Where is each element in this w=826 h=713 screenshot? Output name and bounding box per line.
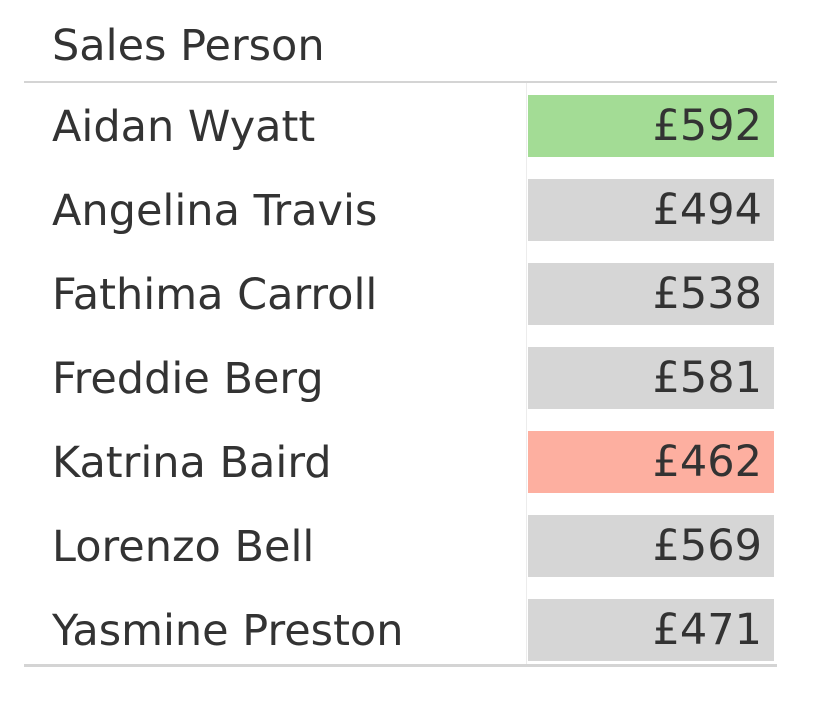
sales-value-cell: £581 xyxy=(528,347,774,409)
sales-person-name: Fathima Carroll xyxy=(52,270,378,320)
header-divider xyxy=(24,81,777,83)
sales-value-cell: £471 xyxy=(528,599,774,661)
table-row: Freddie Berg £581 xyxy=(0,336,826,420)
sales-person-name: Freddie Berg xyxy=(52,354,324,404)
sales-person-name: Angelina Travis xyxy=(52,186,378,236)
sales-person-name: Katrina Baird xyxy=(52,438,332,488)
sales-person-name: Lorenzo Bell xyxy=(52,522,315,572)
table-row: Lorenzo Bell £569 xyxy=(0,504,826,588)
sales-person-name: Yasmine Preston xyxy=(52,606,404,656)
table-row: Aidan Wyatt £592 xyxy=(0,84,826,168)
sales-person-name: Aidan Wyatt xyxy=(52,102,316,152)
sales-value-cell: £494 xyxy=(528,179,774,241)
table-bottom-border xyxy=(24,664,777,667)
sales-value-cell: £462 xyxy=(528,431,774,493)
column-header-sales-person: Sales Person xyxy=(52,21,325,71)
table-row: Yasmine Preston £471 xyxy=(0,588,826,672)
sales-value-cell: £538 xyxy=(528,263,774,325)
sales-value-cell: £569 xyxy=(528,515,774,577)
column-separator xyxy=(526,83,527,664)
sales-value-cell: £592 xyxy=(528,95,774,157)
table-row: Fathima Carroll £538 xyxy=(0,252,826,336)
table-row: Angelina Travis £494 xyxy=(0,168,826,252)
table-row: Katrina Baird £462 xyxy=(0,420,826,504)
